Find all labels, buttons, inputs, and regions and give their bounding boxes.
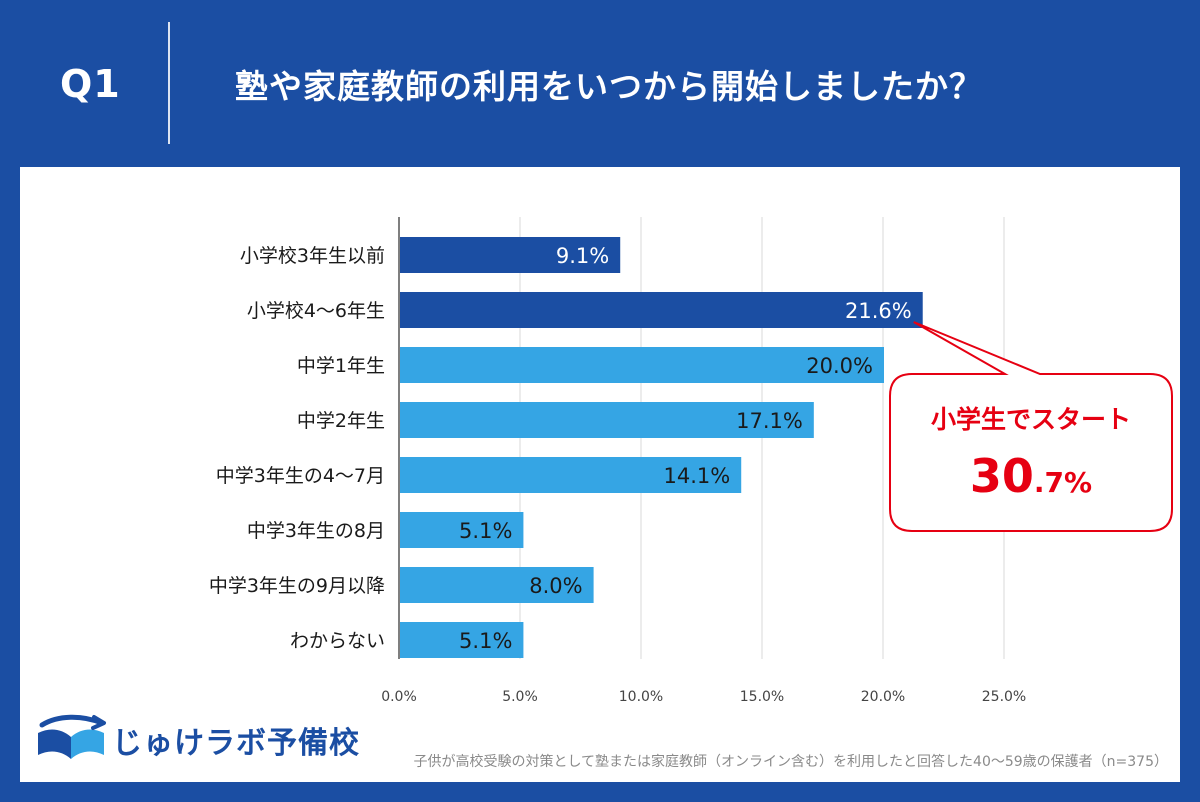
open-book-logo-icon <box>38 714 106 759</box>
data-label: 21.6% <box>845 299 912 323</box>
category-label: 小学校3年生以前 <box>240 245 385 267</box>
footnote: 子供が高校受験の対策として塾または家庭教師（オンライン含む）を利用したと回答した… <box>413 754 1168 770</box>
question-title: 塾や家庭教師の利用をいつから開始しましたか？ <box>235 67 983 106</box>
bar <box>400 292 923 328</box>
bar <box>400 237 621 273</box>
data-label: 8.0% <box>529 574 582 598</box>
data-label: 20.0% <box>806 354 873 378</box>
callout-value-main: 30 <box>970 449 1034 503</box>
data-label: 14.1% <box>664 464 731 488</box>
category-label: 中学2年生 <box>297 410 385 432</box>
x-tick-label: 15.0% <box>740 689 784 705</box>
callout-value: 30.7% <box>970 449 1092 503</box>
bar <box>400 457 742 493</box>
data-label: 5.1% <box>459 629 512 653</box>
category-label: 中学3年生の9月以降 <box>209 575 385 597</box>
category-label: 中学1年生 <box>297 355 385 377</box>
category-label: 中学3年生の4～7月 <box>216 465 385 487</box>
category-label: 小学校4～6年生 <box>247 300 385 322</box>
bar <box>400 347 884 383</box>
header: Q1 塾や家庭教師の利用をいつから開始しましたか？ <box>0 0 1200 167</box>
x-tick-label: 10.0% <box>619 689 663 705</box>
data-label: 9.1% <box>556 244 609 268</box>
callout-bubble <box>889 321 1173 532</box>
data-label: 17.1% <box>736 409 803 433</box>
chart-panel: 0.0% 5.0% 10.0% 15.0% 20.0% 25.0% 9.1% 小学校3年生以前… <box>20 167 1180 782</box>
header-divider <box>168 22 170 144</box>
x-tick-label: 20.0% <box>861 689 905 705</box>
bar <box>400 402 814 438</box>
data-label: 5.1% <box>459 519 512 543</box>
bar <box>400 512 524 548</box>
callout-value-decimal: .7% <box>1034 466 1092 499</box>
x-tick-label: 5.0% <box>502 689 538 705</box>
category-label: 中学3年生の8月 <box>247 520 385 542</box>
brand-name: じゅけラボ予備校 <box>112 726 360 761</box>
bar-chart: 0.0% 5.0% 10.0% 15.0% 20.0% 25.0% 9.1% 小学校3年生以前… <box>209 217 1173 705</box>
x-tick-label: 0.0% <box>381 689 417 705</box>
category-label: わからない <box>290 630 385 652</box>
x-tick-label: 25.0% <box>982 689 1026 705</box>
question-number: Q1 <box>60 62 121 106</box>
bar <box>400 567 594 603</box>
bar <box>400 622 524 658</box>
callout-text: 小学生でスタート <box>931 405 1131 434</box>
brand-logo: じゅけラボ予備校 <box>34 713 359 761</box>
